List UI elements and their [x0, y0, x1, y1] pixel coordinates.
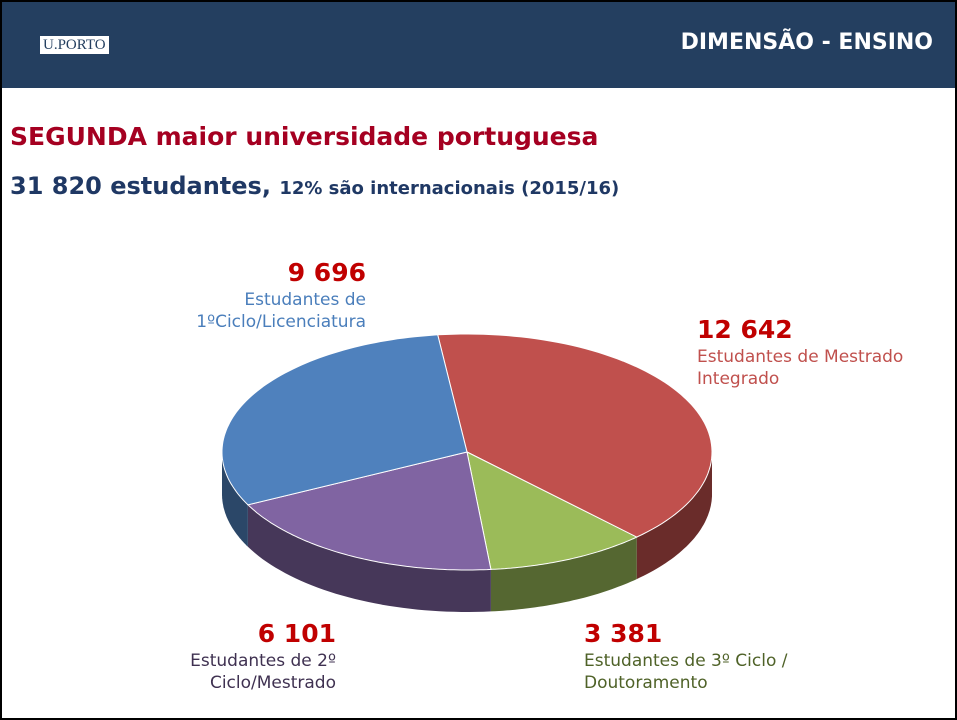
value-label: 6 101 — [257, 619, 336, 648]
category-label: Estudantes de 3º Ciclo / Doutoramento — [584, 651, 788, 693]
category-label: Estudantes de 1ºCiclo/Licenciatura — [196, 290, 366, 332]
subtitle-detail: 12% são internacionais (2015/16) — [279, 178, 620, 199]
slice — [466, 451, 638, 570]
subtitle-main: 31 820 estudantes, — [10, 172, 271, 200]
subtitle: 31 820 estudantes, 12% são internacionai… — [10, 172, 619, 200]
data-label: 6 101 Estudantes de 2º Ciclo/Mestrado — [144, 618, 336, 694]
value-label: 3 381 — [584, 619, 663, 648]
section-title: DIMENSÃO - ENSINO — [680, 30, 933, 55]
slice — [437, 333, 713, 538]
title: SEGUNDA maior universidade portuguesa — [10, 122, 599, 151]
slice — [246, 451, 492, 571]
data-label: 12 642 Estudantes de Mestrado Integrado — [697, 314, 917, 390]
slice-side — [490, 537, 637, 612]
slice-side — [636, 452, 712, 580]
value-label: 12 642 — [697, 315, 793, 344]
data-label: 3 381 Estudantes de 3º Ciclo / Doutoramen… — [584, 618, 846, 694]
logo: U.PORTO — [40, 36, 109, 54]
category-label: Estudantes de Mestrado Integrado — [697, 347, 904, 389]
slice — [221, 334, 468, 506]
data-label: 9 696 Estudantes de 1ºCiclo/Licenciatura — [154, 257, 366, 333]
value-label: 9 696 — [287, 258, 366, 287]
slice-side — [247, 504, 491, 612]
slice-side — [222, 452, 248, 547]
category-label: Estudantes de 2º Ciclo/Mestrado — [190, 651, 336, 693]
header-bar: U.PORTO DIMENSÃO - ENSINO — [2, 2, 955, 88]
